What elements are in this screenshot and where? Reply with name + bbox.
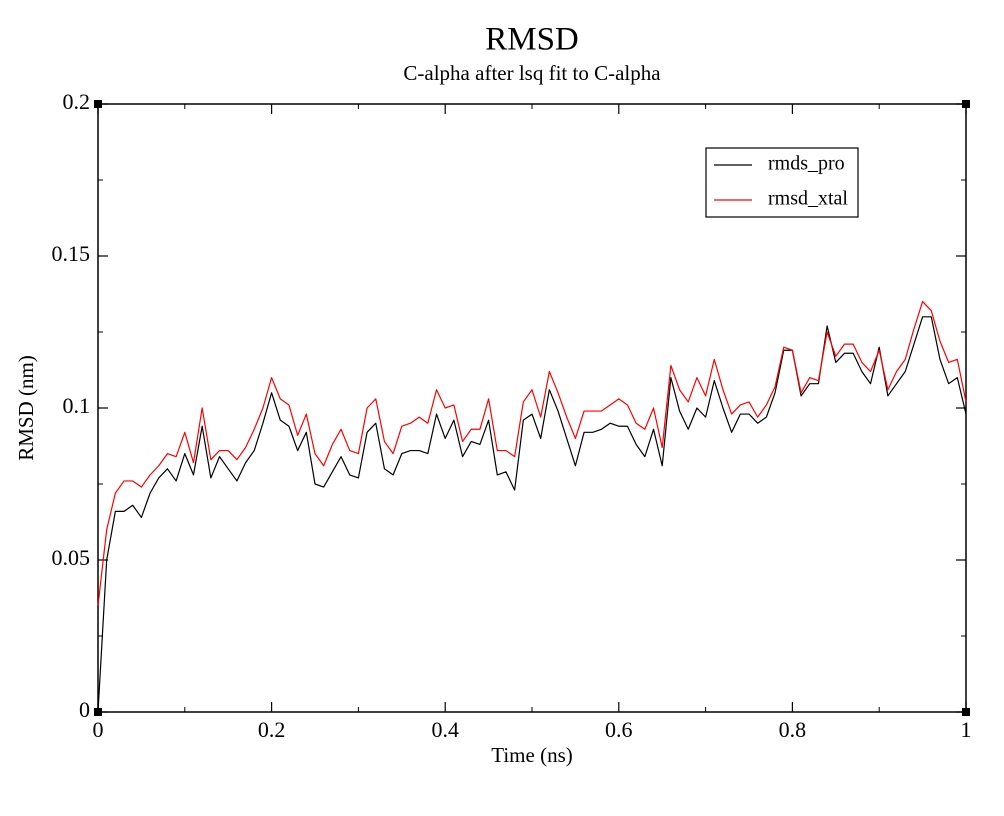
legend-label: rmsd_xtal [768,188,848,210]
legend-box [705,147,859,218]
x-tick-label: 0.2 [258,717,286,742]
x-axis-label: Time (ns) [491,743,573,767]
x-tick-label: 1 [961,717,972,742]
y-tick-label: 0.15 [52,241,91,266]
series-line [97,301,967,606]
y-tick-label: 0.05 [52,545,91,570]
y-tick-label: 0.1 [63,393,91,418]
x-tick-label: 0.8 [779,717,807,742]
x-tick-label: 0.6 [605,717,633,742]
x-tick-label: 0.4 [431,717,459,742]
y-tick-label: 0.2 [63,89,91,114]
chart-subtitle: C-alpha after lsq fit to C-alpha [403,61,661,85]
chart-title: RMSD [485,22,579,58]
legend-label: rmds_pro [768,153,845,175]
x-tick-label: 0 [93,717,104,742]
y-tick-label: 0 [79,697,90,722]
y-axis-label: RMSD (nm) [14,355,38,461]
